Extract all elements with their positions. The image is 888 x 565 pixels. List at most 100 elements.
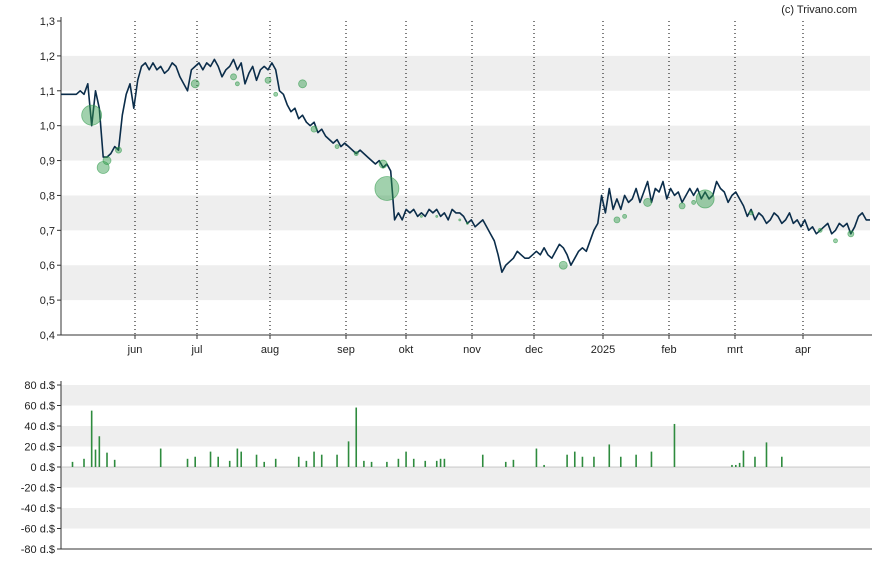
volume-y-tick-labels: 80 d.$ 60 d.$ 40 d.$ 20 d.$ 0 d.$ -20 d.$ -40 …	[21, 380, 61, 556]
volume-bar-6	[113, 459, 116, 467]
credit-label: (c) Trivano.com	[781, 4, 857, 16]
price-y-tick-label: 0,4	[40, 330, 55, 342]
volume-band-3	[61, 508, 870, 529]
price-x-tick-label: okt	[399, 344, 414, 356]
volume-bar-7	[159, 448, 162, 467]
volume-bubble-4	[190, 79, 200, 89]
volume-bar-26	[370, 461, 373, 467]
volume-bar-0	[71, 461, 74, 467]
volume-bar-3	[94, 449, 97, 467]
volume-bar-44	[608, 444, 611, 467]
price-y-tick-label: 1,0	[40, 121, 55, 133]
volume-bar-1	[83, 458, 85, 467]
volume-bubble-15	[420, 214, 423, 218]
volume-bubble-24	[691, 200, 697, 205]
volume-bar-31	[424, 460, 427, 467]
volume-bubble-22	[643, 198, 653, 207]
volume-bubble-0	[81, 104, 103, 126]
volume-y-tick-label: 0 d.$	[31, 462, 55, 474]
volume-bar-41	[573, 451, 576, 467]
volume-bubble-5	[230, 73, 237, 81]
volume-bar-9	[194, 456, 196, 467]
volume-y-tick-label: -40 d.$	[21, 503, 55, 515]
volume-bar-4	[98, 436, 101, 467]
price-x-tick-label: jul	[190, 344, 202, 356]
volume-bar-11	[217, 456, 219, 467]
price-y-tick-label: 1,1	[40, 86, 55, 98]
volume-bubble-6	[234, 81, 240, 87]
volume-bar-29	[405, 451, 407, 467]
volume-y-tick-label: 80 d.$	[24, 380, 55, 392]
volume-bar-27	[386, 461, 388, 467]
volume-bar-5	[106, 452, 108, 467]
volume-bubble-20	[613, 216, 621, 224]
price-y-tick-label: 0,6	[40, 260, 55, 272]
volume-bubble-13	[378, 159, 388, 169]
price-y-tick-label: 1,2	[40, 51, 55, 63]
price-x-tick-label: sep	[337, 344, 355, 356]
volume-bubble-12	[353, 151, 359, 156]
volume-y-tick-label: 60 d.$	[24, 401, 55, 413]
volume-bar-50	[735, 464, 737, 467]
volume-bubble-27	[817, 227, 823, 233]
volume-y-tick-label: -60 d.$	[21, 524, 55, 536]
price-x-tick-label: 2025	[591, 344, 615, 356]
price-chart-bands	[61, 55, 870, 301]
volume-bubble-2	[102, 156, 112, 165]
price-y-tick-label: 0,7	[40, 225, 55, 237]
volume-bar-25	[363, 460, 365, 467]
volume-bar-40	[566, 454, 568, 467]
volume-bar-46	[635, 454, 637, 467]
volume-bubble-3	[115, 146, 122, 154]
volume-bar-32	[435, 460, 438, 467]
volume-bar-36	[504, 461, 507, 467]
price-y-tick-label: 0,9	[40, 156, 55, 168]
volume-bar-10	[209, 451, 212, 467]
volume-bubble-26	[748, 210, 754, 216]
price-series	[61, 58, 870, 273]
volume-bubble-9	[298, 79, 307, 89]
volume-bar-15	[255, 454, 258, 467]
price-y-tick-label: 0,5	[40, 295, 55, 307]
volume-bar-53	[754, 456, 756, 467]
volume-bar-38	[535, 448, 538, 467]
volume-band-0	[61, 385, 870, 406]
price-y-tick-label: 1,3	[40, 16, 55, 28]
volume-y-tick-label: 20 d.$	[24, 442, 55, 454]
volume-bar-20	[313, 451, 315, 467]
volume-bar-54	[765, 442, 768, 467]
volume-bubble-7	[264, 76, 272, 84]
volume-bar-49	[731, 464, 733, 467]
volume-bar-24	[355, 407, 358, 467]
price-band-3	[61, 265, 870, 301]
volume-bubble-18	[466, 221, 469, 225]
volume-bar-22	[336, 454, 338, 467]
volume-bar-37	[512, 459, 515, 467]
volume-bubble-19	[558, 260, 568, 270]
volume-bar-55	[781, 456, 783, 467]
volume-bar-16	[263, 461, 266, 467]
volume-bubble-21	[622, 213, 628, 219]
volume-bar-42	[581, 456, 584, 467]
volume-chart-bands	[61, 385, 870, 529]
price-y-tick-labels: 1,3 1,2 1,1 1,0 0,9 0,8 0,7 0,6 0,5 0,4	[40, 16, 61, 342]
volume-bar-21	[320, 454, 323, 467]
price-x-tick-label: mrt	[727, 344, 743, 356]
volume-bar-2	[90, 410, 93, 467]
volume-bar-18	[297, 456, 300, 467]
volume-bar-28	[397, 458, 400, 467]
volume-bubble-28	[833, 238, 838, 244]
volume-band-1	[61, 426, 870, 447]
price-x-tick-labels: jun jul aug sep okt nov dec 2025 feb mrt apr	[127, 335, 811, 356]
volume-bar-23	[347, 441, 350, 467]
volume-bar-35	[481, 454, 484, 467]
price-line	[61, 58, 870, 273]
volume-bubble-25	[695, 189, 715, 209]
volume-bar-12	[228, 460, 231, 467]
volume-bar-8	[186, 458, 189, 467]
volume-bar-47	[650, 451, 653, 467]
volume-bar-14	[240, 451, 243, 467]
volume-bar-19	[305, 460, 308, 467]
volume-bar-52	[742, 450, 745, 467]
